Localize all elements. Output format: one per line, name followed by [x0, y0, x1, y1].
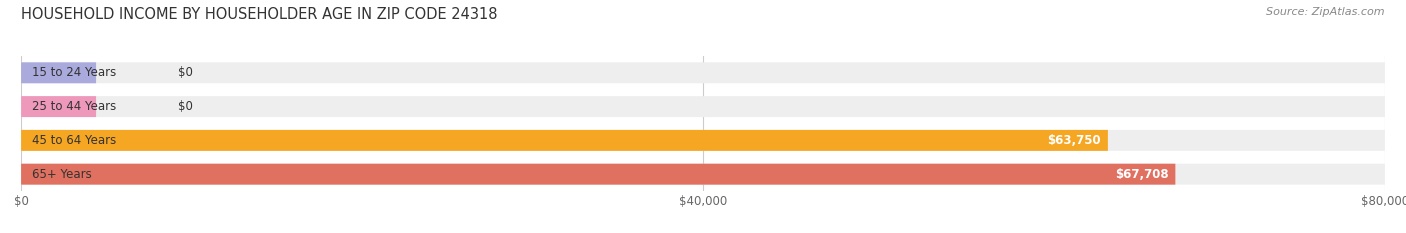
FancyBboxPatch shape [21, 62, 96, 83]
Text: 65+ Years: 65+ Years [32, 168, 91, 181]
Text: 25 to 44 Years: 25 to 44 Years [32, 100, 117, 113]
Text: Source: ZipAtlas.com: Source: ZipAtlas.com [1267, 7, 1385, 17]
Text: HOUSEHOLD INCOME BY HOUSEHOLDER AGE IN ZIP CODE 24318: HOUSEHOLD INCOME BY HOUSEHOLDER AGE IN Z… [21, 7, 498, 22]
FancyBboxPatch shape [21, 130, 1385, 151]
FancyBboxPatch shape [21, 62, 1385, 83]
FancyBboxPatch shape [21, 164, 1385, 185]
FancyBboxPatch shape [21, 96, 1385, 117]
FancyBboxPatch shape [21, 96, 96, 117]
Text: $63,750: $63,750 [1047, 134, 1101, 147]
Text: $67,708: $67,708 [1115, 168, 1168, 181]
Text: 45 to 64 Years: 45 to 64 Years [32, 134, 117, 147]
FancyBboxPatch shape [21, 130, 1108, 151]
Text: $0: $0 [179, 100, 193, 113]
Text: 15 to 24 Years: 15 to 24 Years [32, 66, 117, 79]
FancyBboxPatch shape [21, 164, 1175, 185]
Text: $0: $0 [179, 66, 193, 79]
